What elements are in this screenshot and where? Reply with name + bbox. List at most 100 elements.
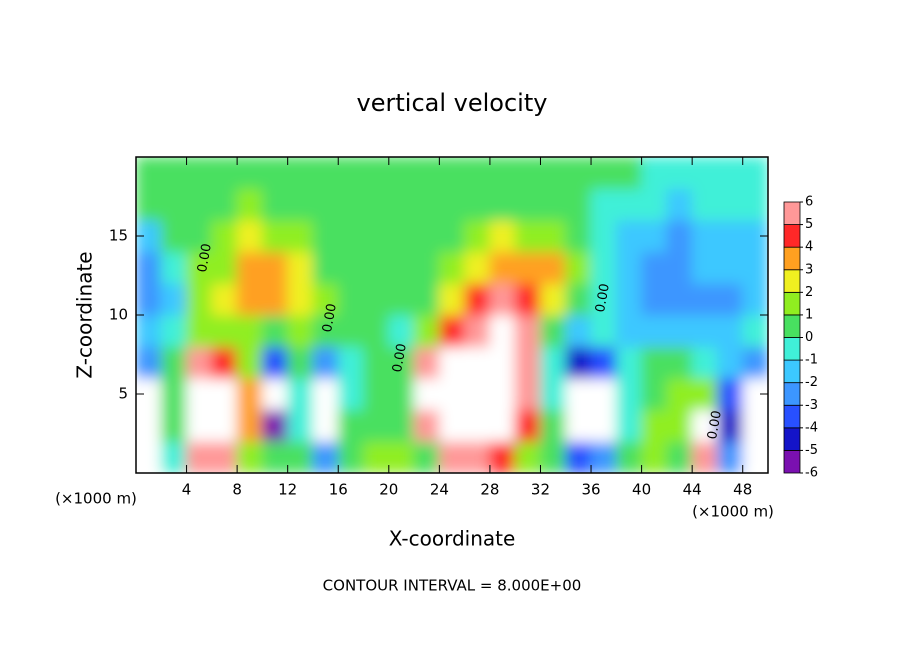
cell — [464, 188, 491, 221]
cell — [716, 188, 744, 221]
y-tick-label: 5 — [118, 385, 128, 403]
cell — [565, 157, 592, 190]
colorbar-swatch — [783, 337, 801, 361]
cell — [388, 157, 415, 190]
cell — [716, 314, 744, 348]
cell — [514, 409, 541, 442]
cell — [287, 377, 314, 411]
cell — [539, 377, 567, 411]
cell — [514, 377, 541, 411]
cell — [464, 251, 491, 284]
cell — [337, 314, 365, 348]
cell — [287, 282, 314, 316]
cell — [236, 282, 263, 316]
cell — [211, 157, 238, 190]
cell — [691, 409, 718, 442]
cell — [539, 314, 567, 348]
cell — [691, 219, 718, 253]
colorbar-label: -3 — [805, 398, 818, 413]
cell — [337, 188, 365, 221]
cell — [136, 251, 162, 284]
cell — [160, 314, 188, 348]
cell — [186, 377, 213, 411]
colorbar-swatch — [783, 246, 801, 271]
cell — [590, 188, 617, 221]
cell — [666, 251, 693, 284]
cell — [489, 157, 516, 190]
cell — [666, 409, 693, 442]
cell — [742, 440, 768, 473]
cell — [438, 314, 466, 348]
overlay: 4 8 12 16 20 24 28 32 36 40 44 48510150.000.000.000… — [109, 156, 769, 499]
cell — [615, 409, 643, 442]
cell — [489, 440, 516, 473]
cell — [590, 314, 617, 348]
cell — [236, 157, 263, 190]
cell — [160, 219, 188, 253]
cell — [413, 157, 440, 190]
cell — [211, 314, 238, 348]
cell — [590, 346, 617, 379]
colorbar-label: -6 — [805, 466, 818, 481]
contour-label: 0.00 — [593, 282, 613, 313]
cell — [160, 440, 188, 473]
cell — [464, 377, 491, 411]
cell — [615, 157, 643, 190]
cell — [186, 157, 213, 190]
cell — [666, 346, 693, 379]
cell — [363, 282, 390, 316]
cell — [186, 346, 213, 379]
cell — [590, 157, 617, 190]
y-tick-label: 10 — [109, 306, 128, 324]
cell — [742, 251, 768, 284]
cell — [641, 314, 668, 348]
colorbar-label: 5 — [805, 217, 813, 232]
cell — [388, 440, 415, 473]
cell — [565, 251, 592, 284]
cell — [691, 251, 718, 284]
cell — [211, 409, 238, 442]
cell — [464, 314, 491, 348]
cell — [236, 251, 263, 284]
cell — [590, 251, 617, 284]
cell — [438, 251, 466, 284]
cell — [186, 282, 213, 316]
contour-label: 0.00 — [195, 242, 215, 273]
cell — [337, 282, 365, 316]
cell — [363, 219, 390, 253]
cells — [136, 157, 768, 473]
cell — [211, 346, 238, 379]
cell — [615, 219, 643, 253]
cell — [186, 409, 213, 442]
colorbar-label: 2 — [805, 285, 813, 300]
cell — [615, 346, 643, 379]
cell — [615, 314, 643, 348]
cell — [363, 377, 390, 411]
cell — [413, 346, 440, 379]
cell — [211, 377, 238, 411]
cell — [716, 346, 744, 379]
chart-title: vertical velocity — [357, 89, 548, 117]
x-tick-label: 32 — [531, 481, 550, 499]
cell — [261, 282, 289, 316]
cell — [742, 157, 768, 190]
contour-label: 0.00 — [390, 342, 410, 373]
cell — [363, 409, 390, 442]
cell — [691, 440, 718, 473]
cell — [691, 377, 718, 411]
cell — [186, 314, 213, 348]
cell — [539, 157, 567, 190]
colorbar-label: -5 — [805, 443, 818, 458]
cell — [186, 440, 213, 473]
y-axis-label: Z-coordinate — [73, 251, 97, 378]
cell — [261, 157, 289, 190]
cell — [565, 377, 592, 411]
cell — [615, 377, 643, 411]
colorbar-swatch — [783, 201, 801, 225]
cell — [261, 219, 289, 253]
cell — [363, 346, 390, 379]
x-tick-label: 44 — [683, 481, 702, 499]
cell — [261, 314, 289, 348]
cell — [363, 188, 390, 221]
cell — [615, 188, 643, 221]
